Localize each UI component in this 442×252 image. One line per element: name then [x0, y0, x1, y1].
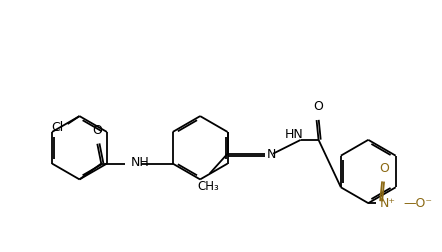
Text: —O⁻: —O⁻ [404, 197, 433, 210]
Text: N: N [267, 148, 277, 161]
Text: Cl: Cl [52, 121, 64, 135]
Text: O: O [314, 100, 324, 113]
Text: CH₃: CH₃ [197, 180, 219, 193]
Text: O: O [379, 163, 389, 175]
Text: N⁺: N⁺ [380, 197, 396, 210]
Text: NH: NH [131, 156, 150, 169]
Text: O: O [92, 124, 102, 137]
Text: HN: HN [285, 129, 304, 141]
